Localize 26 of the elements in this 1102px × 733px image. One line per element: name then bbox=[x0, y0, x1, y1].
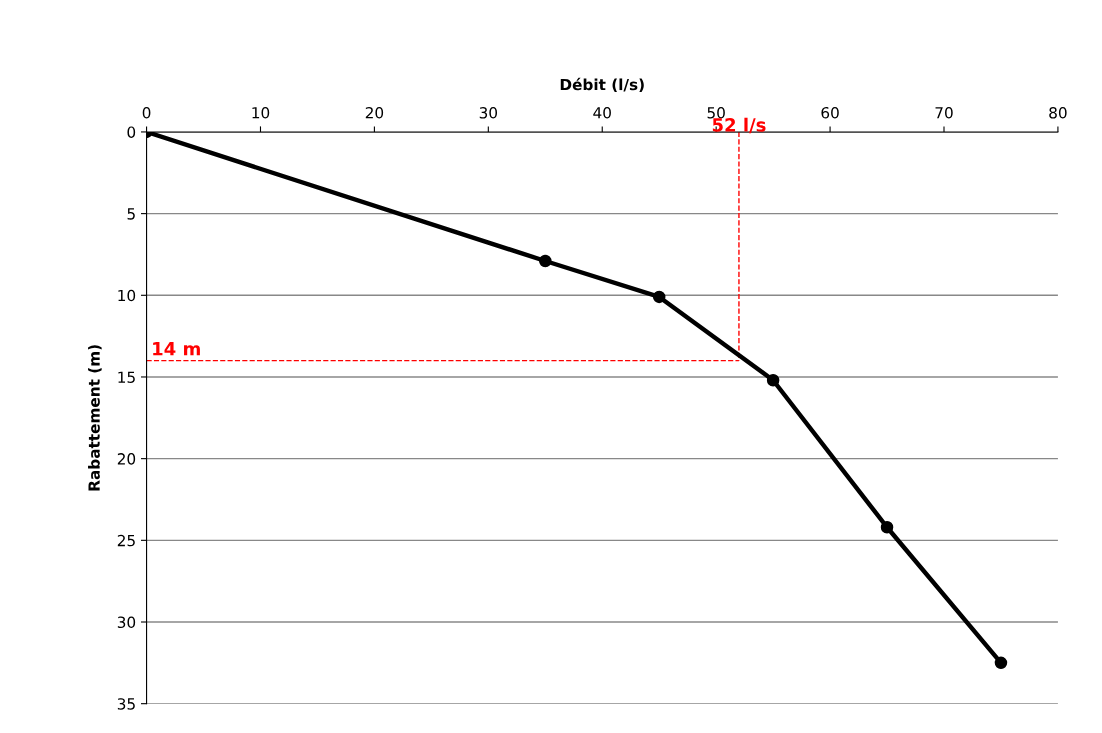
x-tick-label: 0 bbox=[142, 107, 151, 119]
y-tick-label: 5 bbox=[127, 208, 135, 220]
y-tick-label: 20 bbox=[117, 453, 136, 465]
y-tick-label: 30 bbox=[117, 616, 136, 629]
x-tick-label: 40 bbox=[593, 107, 611, 119]
point bbox=[539, 254, 552, 268]
x-tick-label: 50 bbox=[707, 107, 725, 119]
ref-line-label: 52 l/s bbox=[712, 117, 766, 134]
x-tick-label: 10 bbox=[252, 107, 270, 119]
point bbox=[994, 656, 1008, 670]
y-tick-label: 10 bbox=[118, 289, 136, 302]
x-tick-label: 60 bbox=[821, 107, 839, 119]
y-tick-label: 15 bbox=[118, 371, 135, 383]
point bbox=[652, 290, 666, 304]
point bbox=[880, 521, 894, 534]
y-axis-title: Rabattement (m) bbox=[88, 345, 102, 491]
point bbox=[766, 373, 780, 387]
ref-line-label: 14 m bbox=[153, 342, 200, 356]
x-axis-title: Débit (l/s) bbox=[560, 77, 644, 93]
x-tick-label: 70 bbox=[935, 107, 953, 119]
y-tick-label: 0 bbox=[127, 126, 136, 138]
x-tick-label: 30 bbox=[479, 107, 498, 119]
y-tick-label: 25 bbox=[117, 534, 135, 547]
y-tick-label: 35 bbox=[117, 698, 135, 710]
x-tick-label: 20 bbox=[365, 107, 384, 119]
x-tick-label: 80 bbox=[1049, 107, 1067, 119]
